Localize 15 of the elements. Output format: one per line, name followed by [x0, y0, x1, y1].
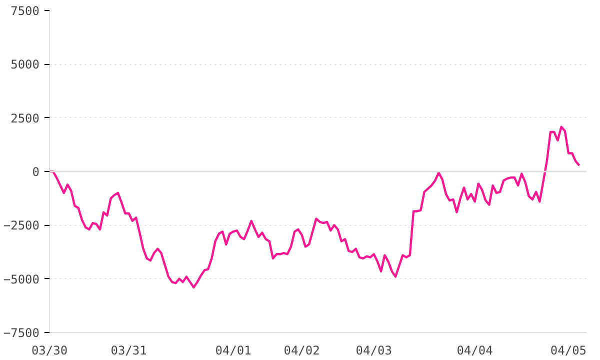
x-tick-label: 03/30 [31, 344, 68, 358]
x-tick-label: 04/03 [356, 344, 392, 358]
line-series [50, 126, 580, 289]
y-tick-label: −2500 [3, 218, 40, 233]
y-tick-label: 0 [32, 165, 40, 179]
y-tick-label: −5000 [3, 272, 40, 286]
x-tick-label: 04/04 [456, 344, 493, 358]
y-tick-label: 2500 [10, 111, 40, 126]
y-tick-label: −7500 [3, 326, 40, 340]
x-tick-label: 04/02 [284, 344, 320, 358]
x-tick-label: 03/31 [110, 344, 147, 358]
y-tick-label: 7500 [10, 4, 40, 18]
x-tick-label: 04/05 [550, 344, 587, 358]
y-tick-label: 5000 [10, 58, 40, 72]
x-tick-label: 04/01 [215, 344, 252, 358]
